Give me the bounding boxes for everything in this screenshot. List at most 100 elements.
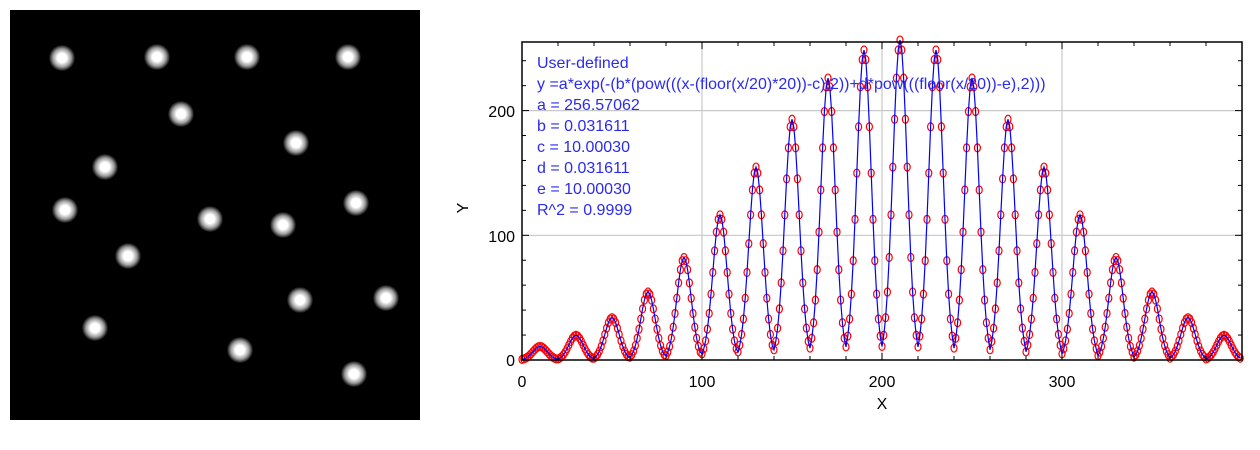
data-point [1157,324,1165,334]
data-point [824,73,832,83]
xtick-label-0: 0 [518,374,527,391]
data-point [770,345,778,355]
data-point [896,35,904,45]
xtick-label-100: 100 [689,374,716,391]
data-point [619,341,627,352]
data-point [1153,304,1162,314]
xtick-label-200: 200 [869,374,896,391]
data-point [1189,323,1198,333]
legend-param-c: c = 10.00030 [537,139,630,156]
data-point [1155,314,1163,324]
data-point [1187,318,1196,328]
data-point [860,45,868,55]
legend-fit-label: User-defined [537,55,629,72]
spot-image [10,10,420,420]
bright-spot [227,337,253,363]
data-point [626,352,634,362]
ytick-label-100: 100 [488,229,515,246]
data-point [932,45,940,55]
data-point [523,352,532,362]
bright-spot [341,361,367,387]
data-point [1141,314,1149,324]
data-point [633,333,641,343]
data-point [1061,336,1070,346]
data-point [752,162,760,172]
data-point [1076,210,1084,220]
data-point [617,336,625,346]
data-point [637,314,645,324]
data-point [878,341,886,352]
data-point [629,346,638,356]
fit-line [521,39,1241,360]
data-point [1130,352,1138,362]
data-point [1175,336,1183,346]
axis-ticks [521,42,1243,361]
data-point [649,304,658,314]
data-point [1133,346,1142,356]
data-point [644,287,652,297]
bright-spot [49,45,75,71]
legend-param-e: e = 10.00030 [537,181,631,198]
bright-spot [115,243,141,269]
data-point [1139,324,1147,334]
data-point [1177,329,1185,340]
data-point [1099,333,1108,343]
data-point [701,336,710,346]
x-axis-label: X [877,396,888,413]
data-point [640,295,649,305]
bright-spot [168,101,194,127]
data-point [583,347,591,357]
data-point [665,341,674,352]
data-point [611,318,620,328]
bright-spot [234,44,260,70]
data-point [1142,304,1151,314]
legend-equation: y =a*exp(-(b*(pow(((x-(floor(x/20)*20))-… [537,76,1046,93]
data-point [1236,353,1244,363]
bright-spot [82,315,108,341]
legend-param-d: d = 0.031611 [537,160,630,177]
data-point [1171,346,1180,356]
data-point [602,323,611,333]
data-point [1195,341,1203,352]
data-point [914,342,922,352]
bright-spot [373,285,399,311]
data-point [986,345,994,355]
data-point [653,324,661,334]
data-point [1160,340,1169,351]
bright-spot [144,44,170,70]
grid-lines [522,42,1242,360]
y-axis-label: Y [455,202,472,213]
data-point [1207,350,1216,360]
data-point [1124,333,1133,343]
data-point [664,347,672,357]
data-point [545,349,553,359]
data-point [601,329,609,340]
data-point [716,210,724,220]
data-point [1148,287,1156,297]
data-point [638,304,647,314]
data-point [597,341,605,352]
data-point [613,323,622,333]
data-point [968,73,976,83]
data-point [1126,341,1135,352]
data-point [1097,341,1106,352]
bright-spot [92,154,118,180]
data-point [842,342,850,352]
data-point [692,333,701,343]
data-point [1040,162,1048,172]
data-point [651,314,659,324]
data-point [595,346,604,356]
data-point [599,336,607,346]
bright-spot [197,206,223,232]
data-point [647,295,656,305]
legend-param-a: a = 256.57062 [537,97,640,114]
bright-spot [335,44,361,70]
bright-spot [283,130,309,156]
data-point [559,350,568,360]
legend-param-b: b = 0.031611 [537,118,630,135]
data-point [656,340,665,351]
data-point [1137,333,1145,343]
data-point [615,329,623,340]
legend-box: User-defined y =a*exp(-(b*(pow(((x-(floo… [537,55,1046,219]
